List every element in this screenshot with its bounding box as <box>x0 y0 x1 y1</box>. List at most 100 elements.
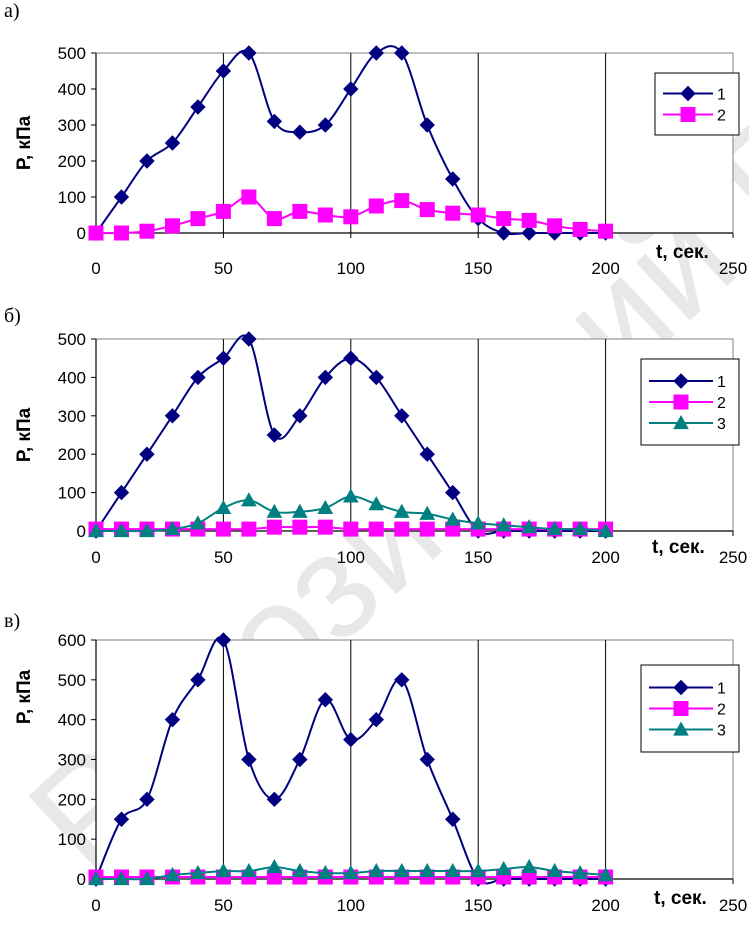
data-point <box>495 861 512 876</box>
y-tick-label: 300 <box>58 407 86 426</box>
legend-swatch-marker <box>673 394 689 410</box>
legend-label: 3 <box>717 416 726 433</box>
data-point <box>291 503 308 518</box>
data-point <box>598 223 614 239</box>
data-point <box>521 519 538 534</box>
y-tick-label: 100 <box>58 188 86 207</box>
y-tick-label: 300 <box>58 751 86 770</box>
legend-swatch-marker <box>680 107 696 122</box>
chart-c: 0 100 200 300 400 500 600 0 50 100 150 200 250 Р, кПа… <box>14 631 747 915</box>
data-point <box>444 863 461 878</box>
data-point <box>139 153 155 169</box>
legend: 1 2 3 <box>640 358 740 446</box>
data-point <box>113 484 130 501</box>
chart-panel-b: 0 100 200 300 400 500 0 50 100 150 200 250 Р, кПа t, … <box>0 305 749 610</box>
legend: 1 2 3 <box>640 664 740 753</box>
legend-label: 1 <box>717 374 726 391</box>
data-point <box>343 81 359 97</box>
x-axis-label: t, сек. <box>656 242 709 263</box>
data-point <box>419 117 435 133</box>
data-point <box>368 711 384 728</box>
data-point <box>241 331 257 347</box>
data-point <box>521 212 537 228</box>
x-tick-label: 250 <box>719 896 747 915</box>
data-point <box>496 211 512 227</box>
data-point <box>164 521 181 536</box>
y-tick-label: 400 <box>58 368 86 387</box>
legend: 12 <box>654 72 740 136</box>
data-point <box>495 225 512 241</box>
y-tick-label: 100 <box>58 830 86 849</box>
x-tick-label: 200 <box>591 259 619 278</box>
legend-box <box>654 72 740 136</box>
data-point <box>368 521 384 537</box>
y-tick-label: 400 <box>58 711 86 730</box>
y-tick-label: 200 <box>58 152 86 171</box>
legend-label: 1 <box>717 87 726 104</box>
data-point <box>342 488 359 503</box>
y-tick-label: 600 <box>58 631 86 650</box>
data-point <box>215 350 232 366</box>
data-point <box>266 113 283 130</box>
data-point <box>521 859 538 874</box>
data-point <box>419 521 435 537</box>
data-point <box>113 870 130 886</box>
data-point <box>368 496 385 511</box>
x-axis-label: t, сек. <box>654 888 707 909</box>
data-point <box>317 499 334 515</box>
data-point <box>394 408 410 424</box>
data-point <box>215 632 232 648</box>
data-point <box>572 221 588 237</box>
data-point <box>241 492 257 507</box>
y-axis-label: Р, кПа <box>14 115 35 170</box>
x-tick-label: 0 <box>91 548 100 567</box>
data-point <box>572 864 588 880</box>
chart-panel-a: 0 100 200 300 400 500 0 50 100 150 200 250 Р, кПа t, … <box>0 0 749 305</box>
data-point <box>470 207 486 223</box>
data-point <box>495 517 512 532</box>
data-point <box>88 225 104 241</box>
legend-label: 1 <box>717 681 726 698</box>
data-point <box>368 198 384 214</box>
data-point <box>419 505 436 520</box>
data-point <box>241 45 257 61</box>
plot-area <box>95 52 734 234</box>
data-point <box>266 503 283 518</box>
plot-area <box>95 639 734 880</box>
x-tick-label: 150 <box>464 548 492 567</box>
chart-b: 0 100 200 300 400 500 0 50 100 150 200 250 Р, кПа t, … <box>14 330 747 567</box>
data-point <box>394 521 410 537</box>
x-tick-label: 50 <box>214 259 233 278</box>
legend-label: 2 <box>717 395 726 412</box>
data-point <box>113 811 130 827</box>
x-tick-label: 150 <box>464 896 492 915</box>
legend-swatch-marker <box>673 373 689 389</box>
data-point <box>317 369 334 386</box>
data-point <box>368 369 384 386</box>
x-tick-label: 250 <box>719 259 747 278</box>
y-tick-label: 0 <box>77 224 86 243</box>
legend-swatch-marker <box>673 701 689 716</box>
data-point <box>597 866 614 882</box>
data-point <box>241 863 257 878</box>
data-point <box>215 521 231 537</box>
data-point <box>343 521 359 537</box>
data-point <box>241 189 257 205</box>
data-point <box>241 521 257 537</box>
data-point <box>572 521 588 536</box>
data-point <box>113 189 130 205</box>
data-point <box>317 519 333 535</box>
data-point <box>445 811 461 827</box>
data-point <box>597 522 614 538</box>
x-tick-label: 100 <box>337 548 365 567</box>
data-point <box>444 511 461 526</box>
data-point <box>164 866 181 882</box>
data-point <box>190 211 206 227</box>
data-point <box>164 408 181 424</box>
y-tick-label: 500 <box>58 671 86 690</box>
panel-label-a: а) <box>4 0 20 22</box>
data-point <box>419 446 435 462</box>
y-tick-label: 0 <box>77 522 86 541</box>
data-point <box>164 711 181 728</box>
data-point <box>343 731 359 748</box>
